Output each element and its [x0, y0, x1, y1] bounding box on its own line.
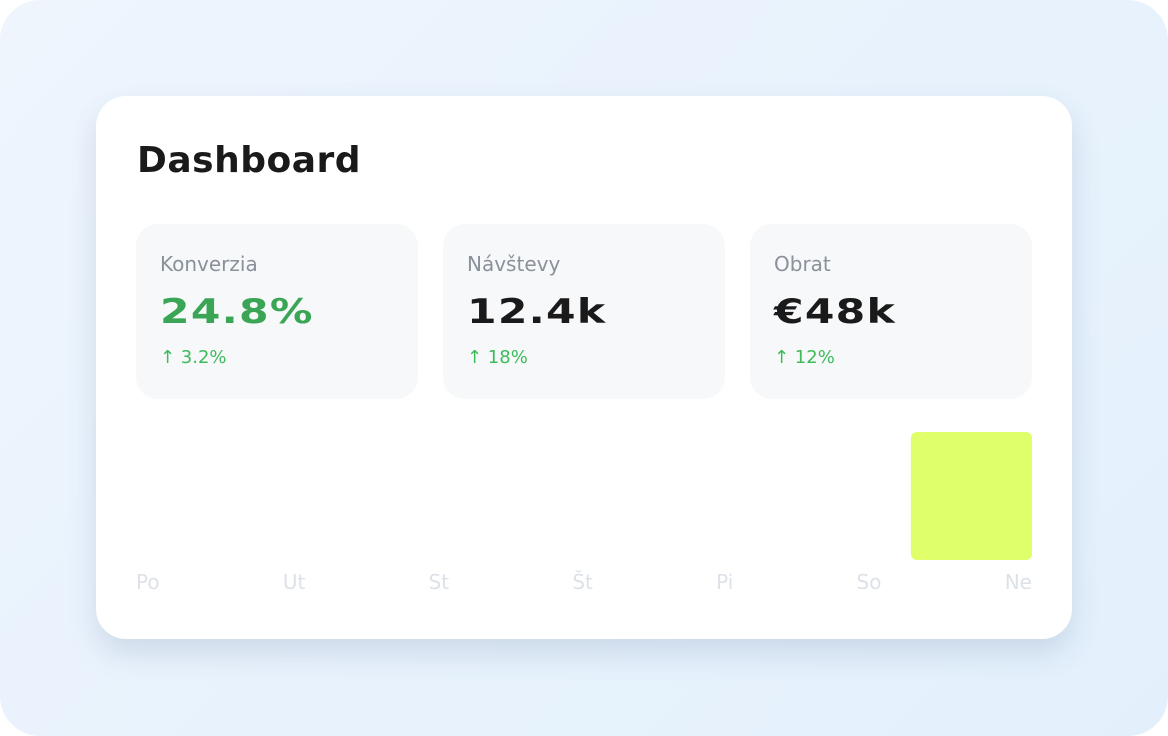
metric-label: Návštevy [467, 252, 561, 276]
day-label: Po [136, 570, 160, 594]
day-label: So [856, 570, 882, 594]
day-label: Ut [282, 570, 306, 594]
day-label: Ne [1004, 570, 1032, 594]
bar [910, 432, 1032, 560]
day-label: St [428, 570, 450, 594]
metric-label: Konverzia [160, 252, 258, 276]
metric-value: 12.4k [467, 292, 607, 332]
day-label: Pi [716, 570, 734, 594]
title: Dashboard [137, 140, 362, 181]
day-label: Št [572, 570, 593, 594]
metric-card: Konverzia 24.8% ↑ 3.2% [136, 224, 418, 399]
chart [910, 432, 1032, 560]
metric-value: 24.8% [160, 292, 314, 332]
metric-card: Návštevy 12.4k ↑ 18% [443, 224, 725, 399]
day-labels: Po Ut St Št Pi So Ne [136, 570, 1032, 594]
metric-value: €48k [774, 292, 896, 332]
metric-card: Obrat €48k ↑ 12% [750, 224, 1032, 399]
metric-change: ↑ 12% [774, 347, 835, 368]
metric-change: ↑ 3.2% [160, 347, 227, 368]
dashboard-card: Dashboard Po Ut St Št Pi So Ne Konverzia 24.8% ↑… [96, 96, 1072, 639]
metric-change: ↑ 18% [467, 347, 528, 368]
metric-label: Obrat [774, 252, 831, 276]
